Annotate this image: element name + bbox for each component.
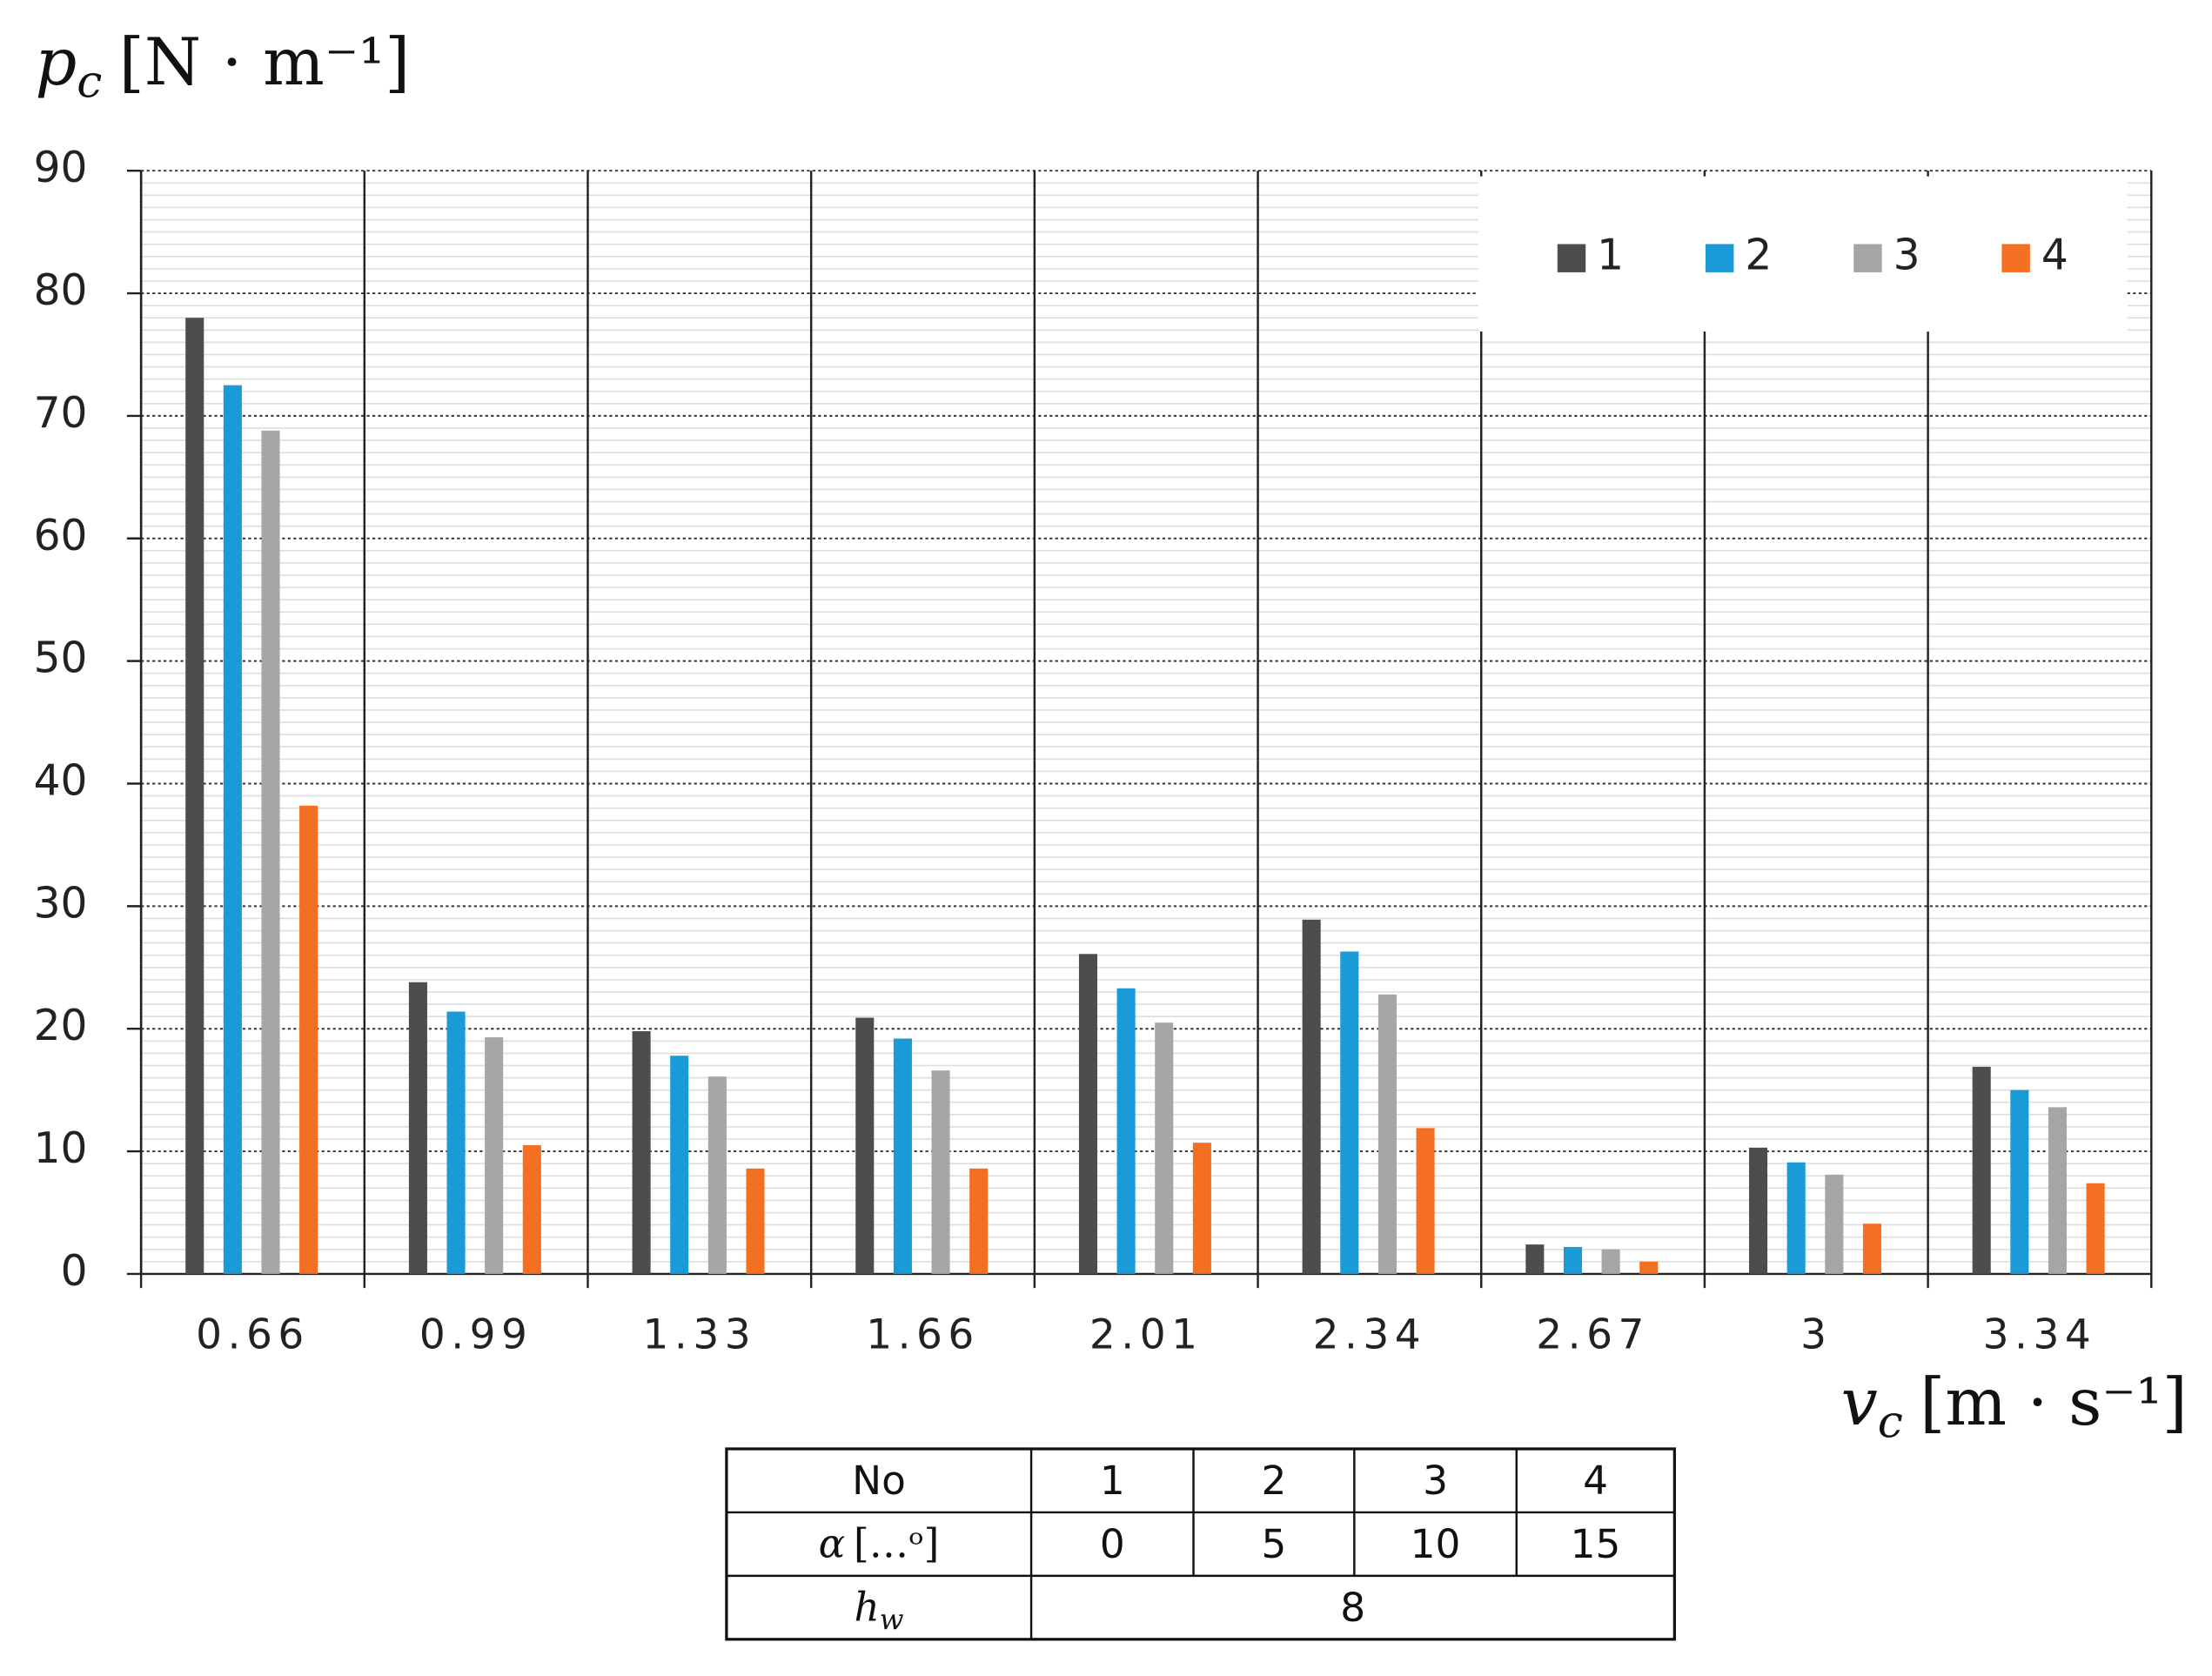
x-tick-label: 3.34 — [1983, 1311, 2097, 1358]
y-tick-label: 70 — [34, 389, 88, 438]
cell-symbol: h — [854, 1584, 879, 1630]
bar — [1116, 988, 1136, 1274]
bar — [893, 1038, 912, 1274]
y-tick-label: 40 — [34, 756, 88, 805]
y-tick-label: 0 — [61, 1247, 88, 1296]
y-label-unit: [N · m⁻¹] — [119, 24, 410, 100]
bar — [1972, 1066, 1991, 1274]
x-label-unit: [m · s⁻¹] — [1920, 1364, 2188, 1440]
x-tick-label: 3 — [1800, 1311, 1832, 1358]
bar — [1416, 1128, 1435, 1274]
cell-subscript: w — [880, 1603, 904, 1636]
legend-swatch — [1705, 244, 1734, 272]
bar — [485, 1037, 504, 1274]
legend-label: 1 — [1597, 231, 1624, 280]
bar — [632, 1031, 651, 1274]
x-tick-label: 1.66 — [866, 1311, 980, 1358]
bar — [1377, 994, 1397, 1274]
table-cell: No — [852, 1458, 906, 1504]
bar — [261, 430, 280, 1274]
bar — [1155, 1022, 1174, 1274]
bar — [969, 1168, 989, 1274]
bar — [185, 318, 204, 1274]
bar — [1748, 1147, 1768, 1274]
y-axis-label: pc [N · m⁻¹] — [36, 24, 411, 108]
table-cell: 4 — [1583, 1458, 1608, 1504]
x-tick-label: 0.99 — [419, 1311, 533, 1358]
legend-label: 4 — [2041, 231, 2068, 280]
table-cell: 1 — [1100, 1458, 1125, 1504]
table-cell: hw — [854, 1584, 903, 1636]
y-tick-label: 20 — [34, 1002, 88, 1050]
legend-swatch — [1853, 244, 1882, 272]
x-tick-label: 2.34 — [1313, 1311, 1427, 1358]
x-tick-label: 0.66 — [196, 1311, 310, 1358]
bar — [522, 1145, 541, 1274]
bar — [223, 385, 242, 1274]
bar — [746, 1168, 765, 1274]
bar — [1825, 1174, 1844, 1274]
x-label-symbol: v — [1841, 1364, 1878, 1440]
bar — [1340, 951, 1359, 1274]
table-cell: 0 — [1100, 1521, 1125, 1567]
table-cell: 8 — [1340, 1585, 1365, 1631]
bar — [1601, 1249, 1620, 1274]
legend-label: 3 — [1894, 231, 1920, 280]
legend-label: 2 — [1745, 231, 1772, 280]
y-tick-label: 90 — [34, 144, 88, 192]
x-axis-label: vc [m · s⁻¹] — [1841, 1364, 2188, 1448]
bar — [1786, 1162, 1806, 1274]
bar — [2010, 1089, 2029, 1274]
bar — [1862, 1223, 1881, 1274]
x-tick-label: 2.01 — [1089, 1311, 1203, 1358]
bar — [1302, 919, 1321, 1274]
table-cell: 10 — [1411, 1521, 1461, 1567]
bar — [2048, 1107, 2068, 1274]
y-tick-label: 80 — [34, 266, 88, 315]
cell-unit: […ᵒ] — [854, 1520, 939, 1566]
x-tick-label: 2.67 — [1536, 1311, 1650, 1358]
y-tick-label: 30 — [34, 879, 88, 928]
cell-symbol: α — [819, 1520, 846, 1566]
y-tick-label: 50 — [34, 634, 88, 683]
table-cell: 2 — [1261, 1458, 1286, 1504]
parameter-table: No 1 2 3 4 α […ᵒ] 0 5 10 15 hw 8 — [725, 1447, 1676, 1641]
bar — [408, 982, 427, 1274]
table-cell: 3 — [1423, 1458, 1448, 1504]
bar — [855, 1017, 875, 1274]
y-label-subscript: c — [77, 56, 102, 108]
bar — [931, 1070, 950, 1274]
bar — [446, 1011, 466, 1274]
x-label-subscript: c — [1878, 1396, 1903, 1448]
bar — [707, 1076, 727, 1274]
bar — [1525, 1244, 1545, 1274]
y-tick-label: 60 — [34, 512, 88, 560]
bar — [670, 1056, 689, 1274]
table-border — [725, 1447, 1676, 1641]
bar — [1639, 1261, 1659, 1274]
bar — [1078, 954, 1098, 1274]
bar — [1563, 1246, 1583, 1274]
table-cell: α […ᵒ] — [819, 1520, 940, 1566]
legend-swatch — [2001, 244, 2030, 272]
legend-swatch — [1557, 244, 1586, 272]
table-cell: 5 — [1261, 1521, 1286, 1567]
y-tick-label: 10 — [34, 1124, 88, 1173]
y-label-symbol: p — [36, 24, 77, 100]
bar — [2086, 1183, 2105, 1274]
bar — [299, 805, 318, 1274]
x-tick-label: 1.33 — [643, 1311, 757, 1358]
bar — [1192, 1143, 1211, 1274]
table-cell: 15 — [1571, 1521, 1621, 1567]
